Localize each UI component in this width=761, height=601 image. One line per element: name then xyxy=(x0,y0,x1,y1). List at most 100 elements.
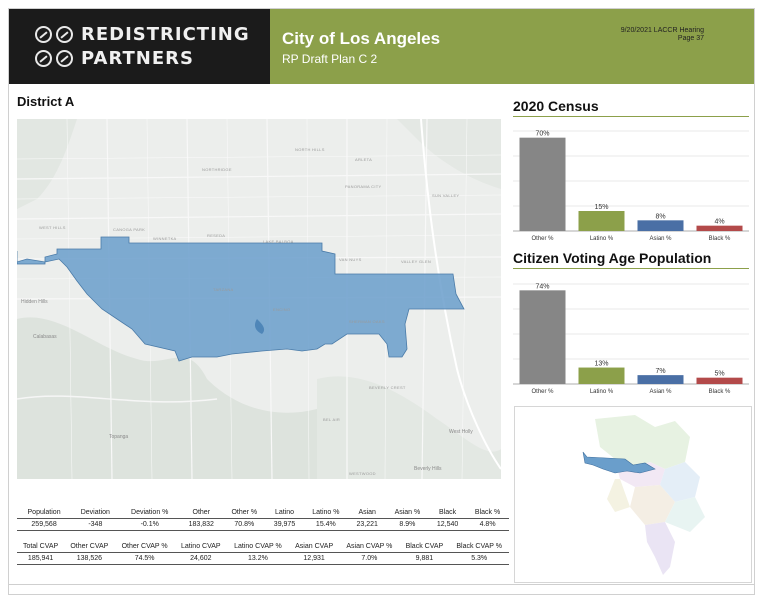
category-label: Black % xyxy=(709,389,731,395)
bottom-rule xyxy=(9,584,754,585)
table-header-row: Population Deviation Deviation % Other O… xyxy=(17,507,509,519)
cvap-title: Citizen Voting Age Population xyxy=(513,250,712,266)
hearing-date: 9/20/2021 LACCR Hearing xyxy=(620,27,704,34)
table-cell: 5.3% xyxy=(449,552,509,565)
map-label: SUN VALLEY xyxy=(432,193,460,198)
district-title: District A xyxy=(17,94,75,109)
bar xyxy=(578,211,625,231)
bar xyxy=(578,367,625,384)
map-label: ARLETA xyxy=(355,157,373,162)
table-header: Other % xyxy=(222,507,266,519)
table-cell: -348 xyxy=(71,518,120,531)
data-label: 5% xyxy=(714,371,724,378)
table-header: Black % xyxy=(466,507,509,519)
hearing-info: 9/20/2021 LACCR Hearing Page 37 xyxy=(564,27,704,43)
data-label: 74% xyxy=(535,283,549,290)
bar xyxy=(519,137,566,231)
table-header: Latino % xyxy=(303,507,349,519)
table-cell: 183,832 xyxy=(179,518,223,531)
map-label: VALLEY GLEN xyxy=(401,259,432,264)
map-label: VAN NUYS xyxy=(339,257,362,262)
category-label: Asian % xyxy=(649,236,672,242)
map-label: Calabasas xyxy=(33,334,57,340)
map-label: SHERMAN OAKS xyxy=(349,319,385,324)
map-label: NORTH HILLS xyxy=(295,147,325,152)
table-cell: 15.4% xyxy=(303,518,349,531)
locator-district xyxy=(582,451,656,474)
map-label: BEVERLY CREST xyxy=(369,385,406,390)
table-header: Latino CVAP % xyxy=(226,541,289,553)
table-cell: 259,568 xyxy=(17,518,72,531)
data-label: 8% xyxy=(655,213,665,220)
title-banner: City of Los Angeles RP Draft Plan C 2 9/… xyxy=(270,9,754,84)
table-header: Other CVAP xyxy=(64,541,115,553)
map-label: NORTHRIDGE xyxy=(202,167,232,172)
logo-block: REDISTRICTING PARTNERS xyxy=(9,9,270,84)
table-header: Asian % xyxy=(385,507,430,519)
category-label: Other % xyxy=(531,389,554,395)
map-label: BEL AIR xyxy=(323,417,341,422)
category-label: Latino % xyxy=(590,389,614,395)
table-header-row: Total CVAP Other CVAP Other CVAP % Latin… xyxy=(17,541,509,553)
table-header: Black CVAP xyxy=(399,541,450,553)
table-header: Total CVAP xyxy=(17,541,65,553)
basketball-icon xyxy=(56,26,73,43)
map-label: ENCINO xyxy=(273,307,291,312)
census-chart: 70% Other % 15% Latino % 8% Asian % 4% Black % xyxy=(513,121,749,249)
table-header: Asian xyxy=(348,507,386,519)
city-title: City of Los Angeles xyxy=(282,29,441,48)
map-label: RESEDA xyxy=(207,233,226,238)
table-cell: 138,526 xyxy=(64,552,115,565)
table-header: Other xyxy=(179,507,223,519)
basketball-icon xyxy=(35,50,52,67)
bar xyxy=(519,290,566,384)
table-cell: 70.8% xyxy=(222,518,266,531)
table-header: Latino xyxy=(265,507,304,519)
logo-row: REDISTRICTING xyxy=(35,24,250,45)
map-label: TARZANA xyxy=(213,287,234,292)
table-header: Deviation xyxy=(71,507,120,519)
category-label: Other % xyxy=(531,236,554,242)
census-chart-svg: 70% Other % 15% Latino % 8% Asian % 4% Black % xyxy=(513,131,749,242)
bar xyxy=(696,225,743,231)
locator-map-svg xyxy=(582,415,705,575)
title-rule xyxy=(513,116,749,117)
table-header: Latino CVAP xyxy=(174,541,227,553)
logo-text: PARTNERS xyxy=(81,48,194,69)
category-label: Asian % xyxy=(649,389,672,395)
map-label: West Holly xyxy=(449,429,473,435)
map-label: PANORAMA CITY xyxy=(345,184,382,189)
cvap-chart-svg: 74% Other % 13% Latino % 7% Asian % 5% Black % xyxy=(513,283,749,395)
table-cell: 185,941 xyxy=(17,552,65,565)
data-label: 4% xyxy=(714,219,724,226)
page-number: Page 37 xyxy=(677,35,704,42)
table-header: Deviation % xyxy=(119,507,180,519)
map-label: Hidden Hills xyxy=(21,299,48,305)
data-label: 70% xyxy=(535,131,549,138)
table-cell: 39,975 xyxy=(265,518,304,531)
bar xyxy=(696,377,743,384)
table-cell: 4.8% xyxy=(466,518,509,531)
map-label: Topanga xyxy=(109,434,129,440)
basketball-icon xyxy=(56,50,73,67)
table-cell: 23,221 xyxy=(348,518,386,531)
data-label: 15% xyxy=(594,204,608,211)
table-cell: 74.5% xyxy=(114,552,175,565)
population-table: Population Deviation Deviation % Other O… xyxy=(17,507,509,531)
bar xyxy=(637,375,684,384)
locator-map xyxy=(514,406,752,583)
map-label: WESTWOOD xyxy=(349,471,376,476)
table-row: 185,941 138,526 74.5% 24,602 13.2% 12,93… xyxy=(17,552,509,565)
basketball-icon xyxy=(35,26,52,43)
logo-text: REDISTRICTING xyxy=(81,24,250,45)
table-cell: 7.0% xyxy=(339,552,400,565)
table-cell: 13.2% xyxy=(226,552,289,565)
logo-row: PARTNERS xyxy=(35,48,194,69)
data-label: 13% xyxy=(594,361,608,368)
plan-subtitle: RP Draft Plan C 2 xyxy=(282,52,378,66)
map-base xyxy=(17,119,501,479)
district-boundary xyxy=(17,236,465,362)
table-cell: 24,602 xyxy=(174,552,227,565)
table-cell: 12,931 xyxy=(288,552,340,565)
bar xyxy=(637,220,684,231)
